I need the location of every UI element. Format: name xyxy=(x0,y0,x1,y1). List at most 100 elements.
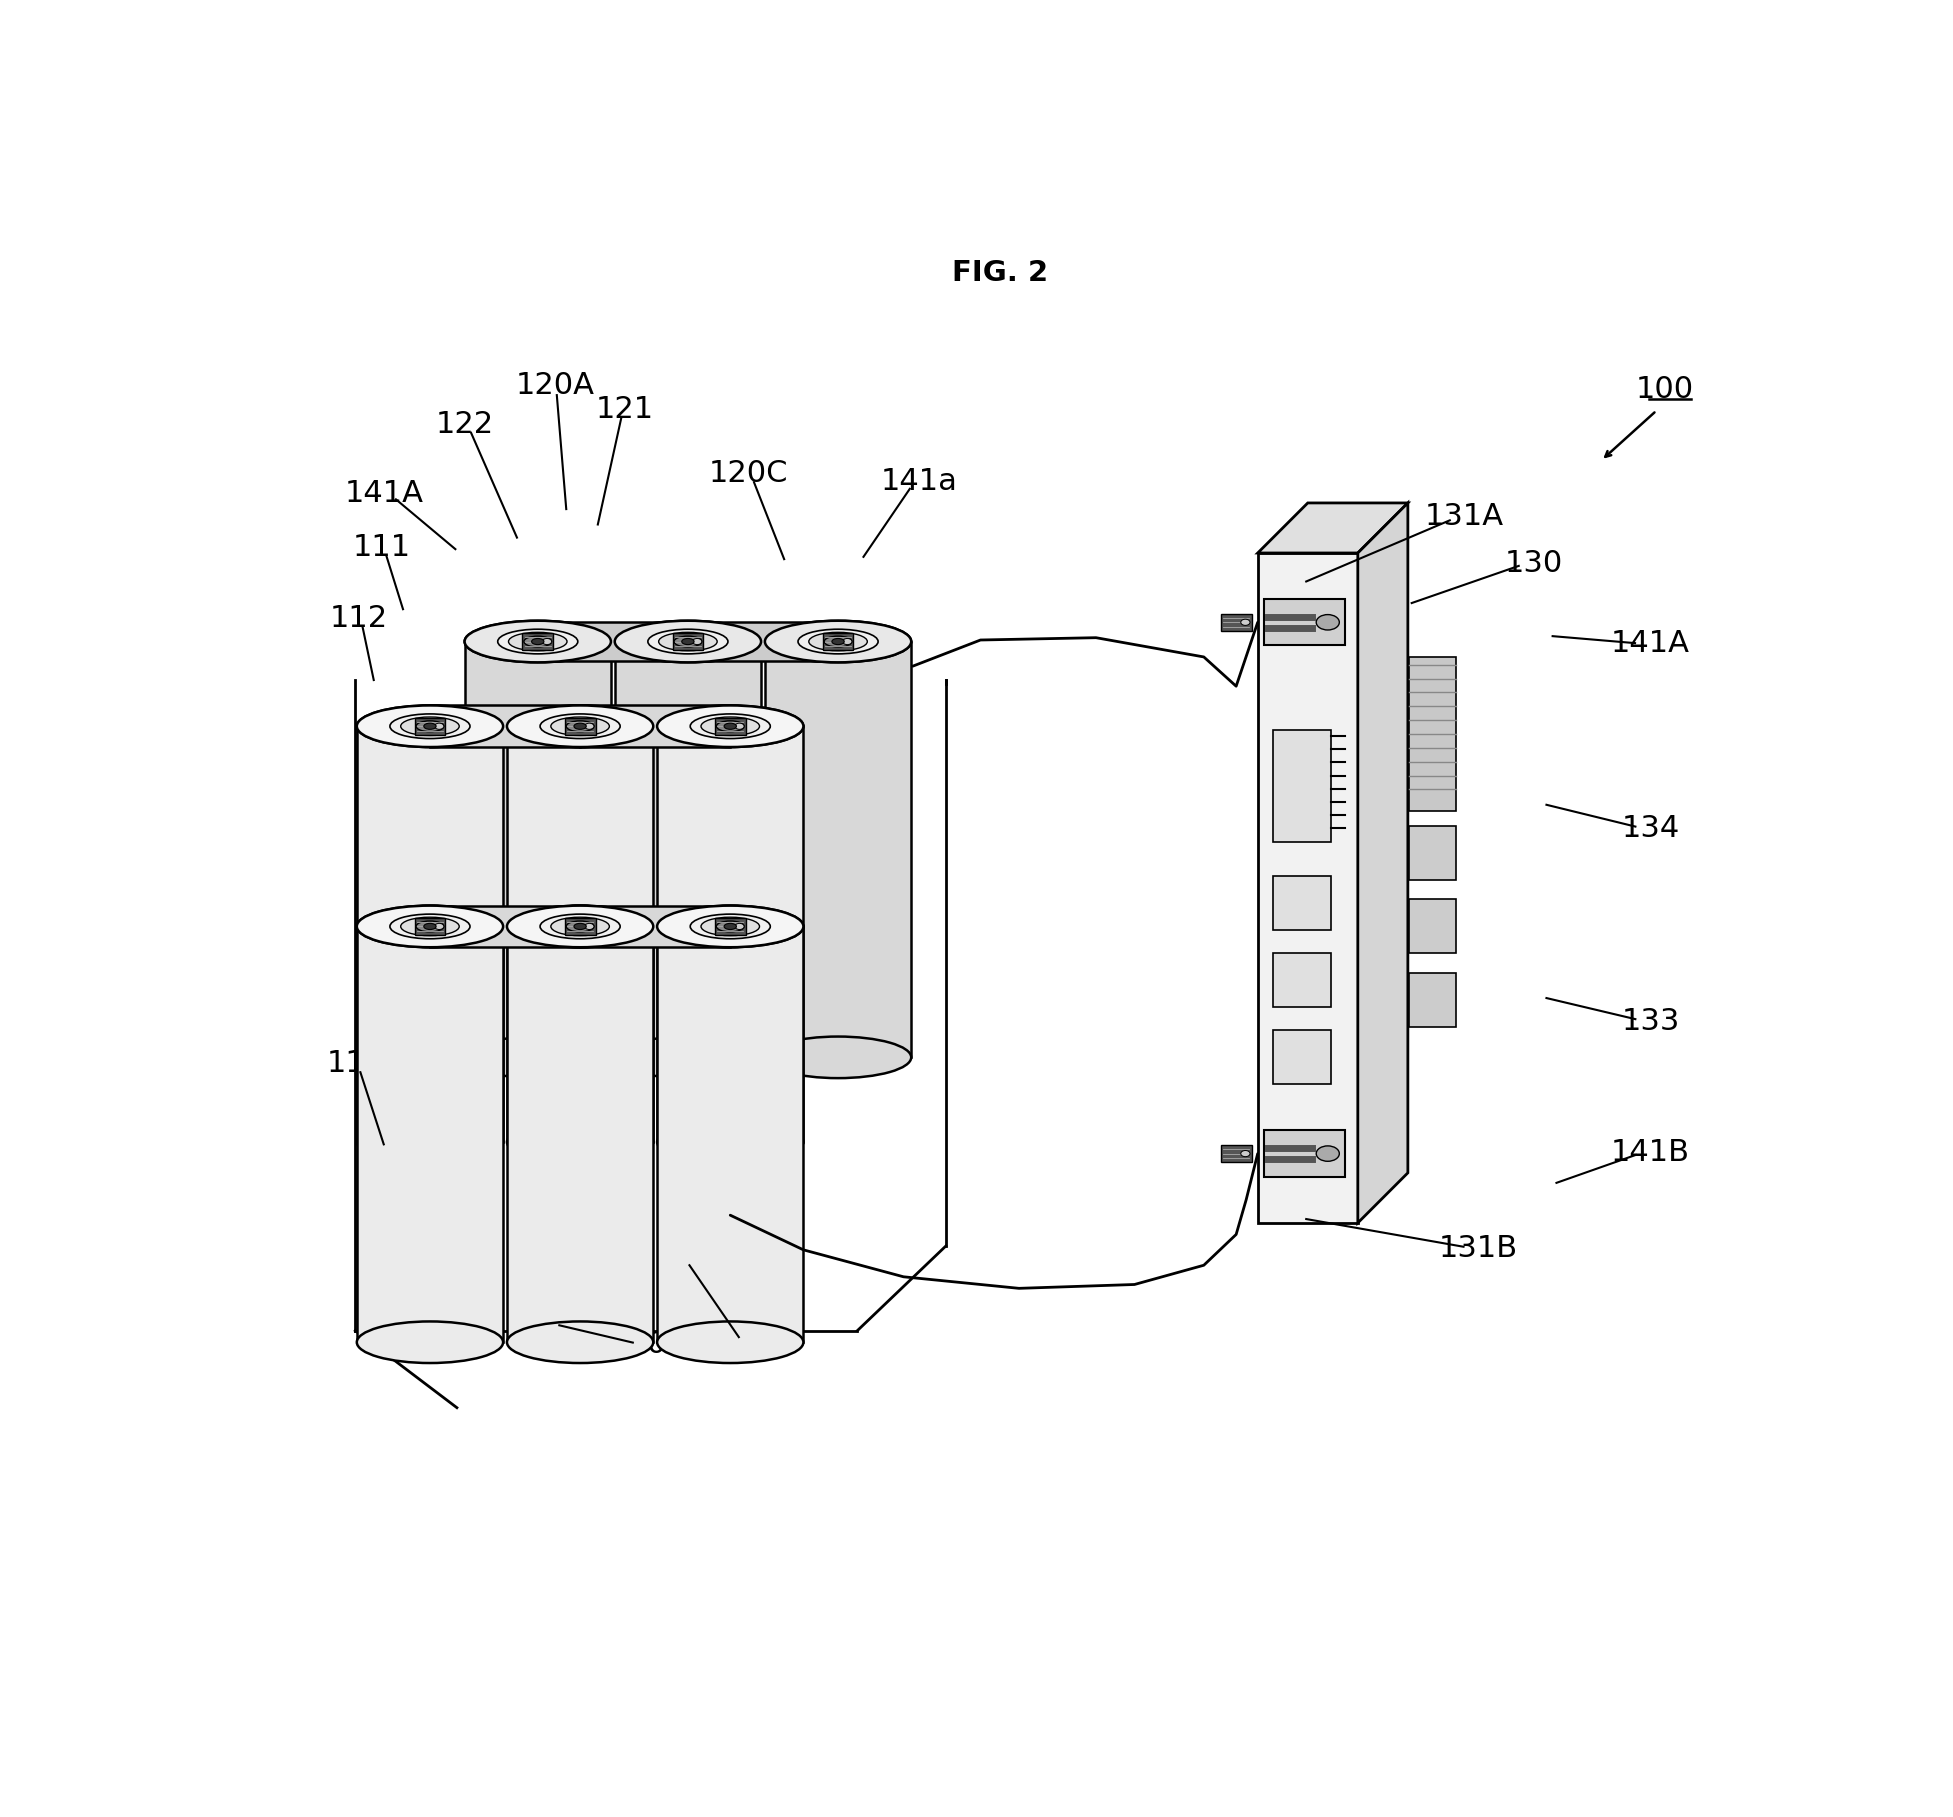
Ellipse shape xyxy=(809,632,867,650)
Ellipse shape xyxy=(656,1121,803,1163)
Ellipse shape xyxy=(541,914,621,939)
Ellipse shape xyxy=(842,638,852,645)
Ellipse shape xyxy=(566,921,594,932)
Polygon shape xyxy=(1273,1030,1330,1085)
Ellipse shape xyxy=(416,721,443,732)
Ellipse shape xyxy=(508,905,652,947)
Text: 111: 111 xyxy=(352,532,410,561)
Ellipse shape xyxy=(725,723,736,729)
Ellipse shape xyxy=(508,905,652,947)
Ellipse shape xyxy=(646,623,730,661)
Polygon shape xyxy=(537,623,687,661)
Ellipse shape xyxy=(533,905,627,947)
Polygon shape xyxy=(357,727,373,1143)
Ellipse shape xyxy=(533,705,627,747)
Polygon shape xyxy=(1273,730,1330,841)
Ellipse shape xyxy=(656,905,803,947)
Polygon shape xyxy=(430,905,580,947)
Text: 131B: 131B xyxy=(1439,1234,1517,1263)
Text: 120C: 120C xyxy=(709,460,787,489)
Polygon shape xyxy=(656,727,674,1143)
Ellipse shape xyxy=(674,636,701,647)
Polygon shape xyxy=(715,718,746,734)
Polygon shape xyxy=(508,927,652,1343)
Polygon shape xyxy=(465,641,482,1057)
Ellipse shape xyxy=(508,705,652,747)
Ellipse shape xyxy=(436,723,443,729)
Ellipse shape xyxy=(824,636,852,647)
Ellipse shape xyxy=(693,638,701,645)
Ellipse shape xyxy=(391,914,471,939)
Text: 130: 130 xyxy=(1504,549,1562,578)
Polygon shape xyxy=(615,641,631,1057)
Text: 134: 134 xyxy=(1621,814,1680,843)
Ellipse shape xyxy=(684,905,777,947)
Ellipse shape xyxy=(1316,1147,1340,1161)
Ellipse shape xyxy=(543,638,551,645)
Ellipse shape xyxy=(391,714,471,738)
Ellipse shape xyxy=(424,923,436,930)
Ellipse shape xyxy=(416,921,443,932)
Ellipse shape xyxy=(701,918,760,936)
Polygon shape xyxy=(1410,972,1455,1027)
Ellipse shape xyxy=(1240,1150,1250,1157)
Polygon shape xyxy=(1273,876,1330,930)
Ellipse shape xyxy=(648,629,728,654)
Text: 141A: 141A xyxy=(1611,629,1689,658)
Polygon shape xyxy=(1264,600,1346,645)
Polygon shape xyxy=(1258,552,1357,1223)
Text: 141B: 141B xyxy=(1611,1137,1689,1167)
Polygon shape xyxy=(414,918,445,936)
Polygon shape xyxy=(1410,899,1455,954)
Ellipse shape xyxy=(574,723,586,729)
Ellipse shape xyxy=(832,638,844,645)
Ellipse shape xyxy=(656,705,803,747)
Ellipse shape xyxy=(689,914,769,939)
Ellipse shape xyxy=(734,923,744,930)
Text: 120A: 120A xyxy=(516,371,596,400)
Polygon shape xyxy=(766,641,781,1057)
Polygon shape xyxy=(822,632,853,650)
Ellipse shape xyxy=(508,1321,652,1363)
Ellipse shape xyxy=(533,705,627,747)
Polygon shape xyxy=(357,927,504,1343)
Polygon shape xyxy=(430,705,580,747)
Ellipse shape xyxy=(799,629,879,654)
Ellipse shape xyxy=(436,923,443,930)
Ellipse shape xyxy=(656,705,803,747)
Polygon shape xyxy=(357,927,373,1343)
Ellipse shape xyxy=(658,632,717,650)
Ellipse shape xyxy=(400,918,459,936)
Ellipse shape xyxy=(498,629,578,654)
Polygon shape xyxy=(465,641,611,1057)
Polygon shape xyxy=(766,641,912,1057)
Polygon shape xyxy=(687,623,838,661)
Ellipse shape xyxy=(701,718,760,736)
Ellipse shape xyxy=(551,718,609,736)
Ellipse shape xyxy=(566,721,594,732)
Ellipse shape xyxy=(646,623,730,661)
Ellipse shape xyxy=(357,705,504,747)
Text: FIG. 2: FIG. 2 xyxy=(953,260,1049,287)
Text: 110B: 110B xyxy=(609,1330,687,1359)
Polygon shape xyxy=(521,632,553,650)
Ellipse shape xyxy=(766,621,912,663)
Text: 133: 133 xyxy=(1621,1007,1680,1036)
Ellipse shape xyxy=(656,1321,803,1363)
Ellipse shape xyxy=(551,918,609,936)
Text: 110: 110 xyxy=(326,1048,385,1077)
Text: 121: 121 xyxy=(596,394,654,423)
Ellipse shape xyxy=(357,1121,504,1163)
Polygon shape xyxy=(508,927,523,1343)
Ellipse shape xyxy=(725,923,736,930)
Ellipse shape xyxy=(508,632,566,650)
Ellipse shape xyxy=(357,1321,504,1363)
Text: 100: 100 xyxy=(1635,376,1693,403)
Polygon shape xyxy=(656,927,803,1343)
Ellipse shape xyxy=(766,621,912,663)
Ellipse shape xyxy=(424,723,436,729)
Polygon shape xyxy=(1410,827,1455,879)
Ellipse shape xyxy=(533,905,627,947)
Polygon shape xyxy=(1273,954,1330,1007)
Polygon shape xyxy=(1221,1145,1252,1163)
